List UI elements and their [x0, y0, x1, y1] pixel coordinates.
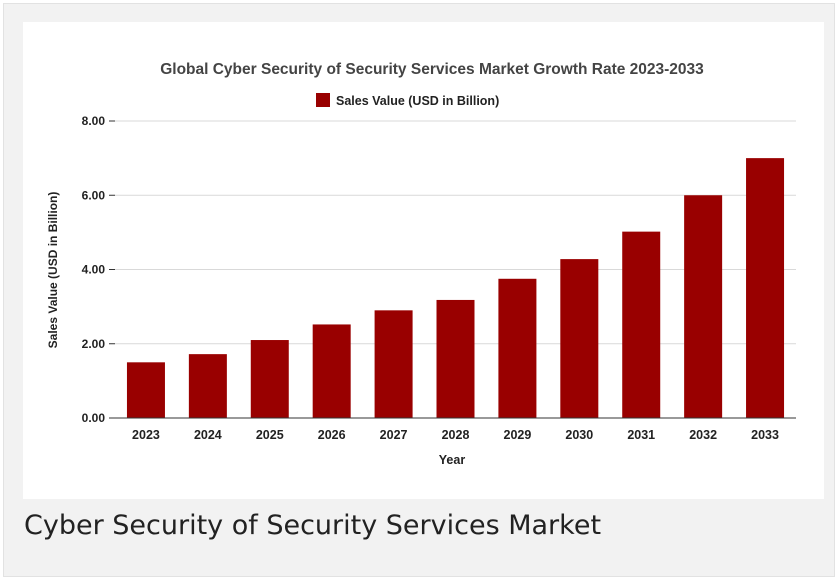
x-tick-label: 2031: [627, 428, 655, 442]
x-tick-label: 2032: [689, 428, 717, 442]
bar: [188, 354, 227, 418]
x-tick-label: 2023: [132, 428, 160, 442]
bar: [622, 231, 661, 418]
y-tick-label: 4.00: [82, 263, 106, 277]
y-tick-label: 8.00: [82, 114, 106, 128]
x-tick-label: 2025: [256, 428, 284, 442]
gridlines: [109, 120, 796, 419]
chart-title: Global Cyber Security of Security Servic…: [160, 61, 704, 78]
bar: [374, 310, 413, 418]
x-tick-label: 2027: [380, 428, 408, 442]
x-tick-label: 2033: [751, 428, 779, 442]
bar: [312, 324, 351, 418]
x-tick-label: 2030: [565, 428, 593, 442]
bar: [560, 259, 599, 418]
bar: [498, 278, 537, 418]
bar: [126, 362, 165, 418]
bar: [250, 340, 289, 418]
bar: [684, 195, 723, 418]
y-tick-label: 6.00: [82, 188, 106, 202]
legend-swatch: [316, 93, 330, 107]
x-tick-label: 2029: [504, 428, 532, 442]
bar-chart: Global Cyber Security of Security Servic…: [46, 61, 796, 467]
x-tick-label: 2026: [318, 428, 346, 442]
bar: [746, 158, 785, 418]
bars: [126, 158, 785, 418]
y-tick-label: 2.00: [82, 337, 106, 351]
chart-panel: Global Cyber Security of Security Servic…: [23, 22, 824, 499]
figure-caption: Cyber Security of Security Services Mark…: [24, 510, 602, 541]
x-tick-label: 2028: [442, 428, 470, 442]
x-axis-label: Year: [439, 453, 466, 467]
y-tick-label: 0.00: [82, 411, 106, 425]
figure-card: Global Cyber Security of Security Servic…: [3, 3, 835, 577]
bar: [436, 299, 475, 418]
x-tick-label: 2024: [194, 428, 222, 442]
legend-label: Sales Value (USD in Billion): [336, 94, 499, 108]
y-axis-ticks: 0.00 2.00 4.00 6.00 8.00: [82, 114, 106, 425]
y-axis-label: Sales Value (USD in Billion): [46, 192, 60, 349]
x-axis-ticks: 2023 2024 2025 2026 2027 2028 2029 2030 2031 2032…: [132, 428, 779, 442]
